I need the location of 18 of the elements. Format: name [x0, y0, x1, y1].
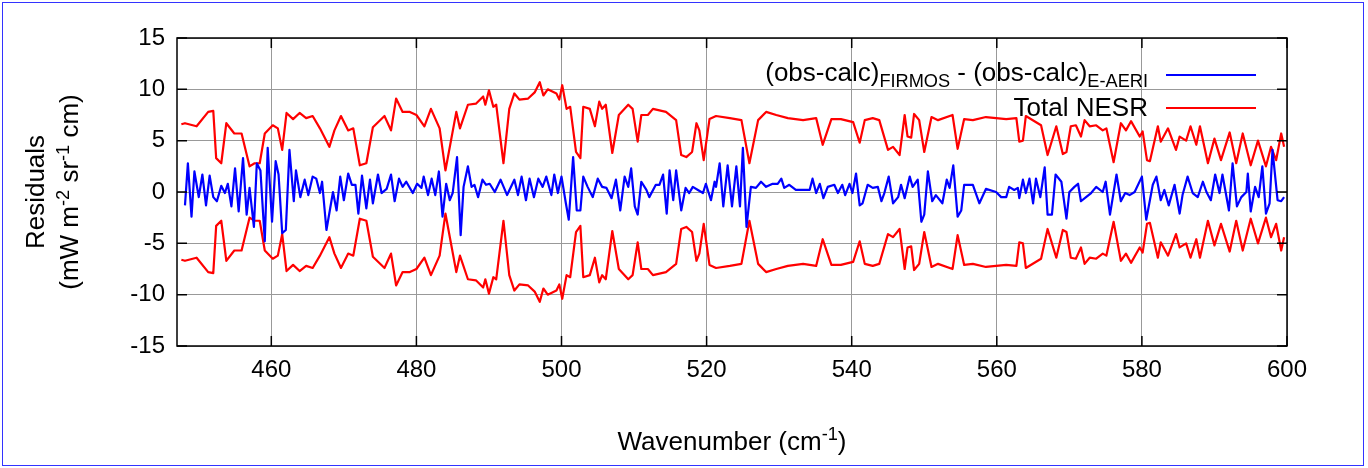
x-tick-label: 580 — [1121, 355, 1162, 383]
x-tick-label: 480 — [396, 355, 437, 383]
x-tick-label: 500 — [541, 355, 582, 383]
x-tick-label: 600 — [1266, 355, 1308, 383]
y-tick-label: -5 — [143, 227, 165, 255]
x-tick-label: 460 — [251, 355, 292, 383]
y-tick-label: -10 — [130, 279, 165, 307]
y-tick-label: 5 — [151, 125, 165, 153]
legend-label: Total NESR — [1013, 92, 1148, 123]
y-tick-label: 10 — [138, 73, 165, 101]
y-tick-label: 15 — [138, 22, 165, 50]
y-tick-label: 0 — [151, 176, 165, 204]
x-axis-title: Wavenumber (cm$^{-1}$) — [617, 422, 847, 458]
y-tick-label: -15 — [130, 330, 165, 358]
x-tick-label: 560 — [976, 355, 1017, 383]
legend-label: (obs-calc)$_{FIRMOS}$ - (obs-calc)$_{E-AERI}$ — [765, 56, 1148, 93]
x-tick-label: 540 — [831, 355, 872, 383]
x-tick-label: 520 — [686, 355, 727, 383]
